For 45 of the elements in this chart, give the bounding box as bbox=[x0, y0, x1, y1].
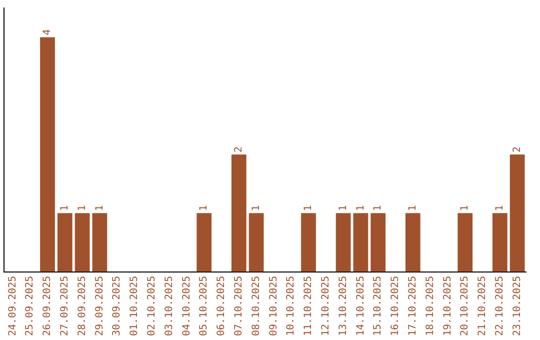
x-tick-label: 09.10.2025 bbox=[268, 276, 280, 336]
data-label: 1 bbox=[94, 205, 106, 212]
x-tick-label: 01.10.2025 bbox=[129, 276, 140, 336]
x-tick-label: 16.10.2025 bbox=[390, 276, 402, 336]
x-tick-label: 27.09.2025 bbox=[59, 276, 70, 336]
x-tick-label: 18.10.2025 bbox=[424, 276, 436, 336]
x-tick-label: 25.09.2025 bbox=[24, 276, 36, 336]
x-tick-label: 12.10.2025 bbox=[320, 276, 332, 336]
data-label: 1 bbox=[250, 205, 262, 212]
data-label: 4 bbox=[42, 29, 54, 36]
x-tick-label: 28.09.2025 bbox=[76, 276, 88, 336]
x-tick-label: 17.10.2025 bbox=[407, 276, 418, 336]
data-label: 1 bbox=[407, 205, 418, 212]
x-tick-label: 24.09.2025 bbox=[7, 276, 18, 336]
x-tick-label: 11.10.2025 bbox=[303, 276, 314, 336]
data-label: 2 bbox=[233, 146, 244, 153]
x-tick-label: 06.10.2025 bbox=[216, 276, 228, 336]
x-tick-label: 19.10.2025 bbox=[442, 276, 454, 336]
x-tick-label: 10.10.2025 bbox=[286, 276, 297, 336]
x-tick-label: 23.10.2025 bbox=[512, 276, 523, 336]
data-label: 2 bbox=[512, 146, 523, 153]
x-tick-label: 20.10.2025 bbox=[460, 276, 471, 336]
x-tick-label: 29.09.2025 bbox=[94, 276, 106, 336]
x-tick-label: 13.10.2025 bbox=[338, 276, 349, 336]
x-tick-label: 05.10.2025 bbox=[198, 276, 210, 336]
data-label: 1 bbox=[372, 205, 384, 212]
x-tick-label: 15.10.2025 bbox=[372, 276, 384, 336]
x-tick-label: 14.10.2025 bbox=[355, 276, 366, 336]
x-tick-label: 03.10.2025 bbox=[164, 276, 175, 336]
data-label: 1 bbox=[198, 205, 210, 212]
x-tick-label: 30.09.2025 bbox=[112, 276, 123, 336]
data-label: 1 bbox=[59, 205, 70, 212]
x-tick-label: 07.10.2025 bbox=[233, 276, 244, 336]
data-label: 1 bbox=[303, 205, 314, 212]
data-label: 1 bbox=[355, 205, 366, 212]
x-tick-label: 22.10.2025 bbox=[494, 276, 506, 336]
x-tick-label: 08.10.2025 bbox=[250, 276, 262, 336]
x-tick-label: 02.10.2025 bbox=[146, 276, 158, 336]
data-label: 1 bbox=[76, 205, 88, 212]
data-label: 1 bbox=[494, 205, 506, 212]
data-label: 1 bbox=[460, 205, 471, 212]
x-tick-label: 26.09.2025 bbox=[42, 276, 54, 336]
data-label: 1 bbox=[338, 205, 349, 212]
x-tick-label: 04.10.2025 bbox=[181, 276, 192, 336]
x-tick-label: 21.10.2025 bbox=[477, 276, 488, 336]
